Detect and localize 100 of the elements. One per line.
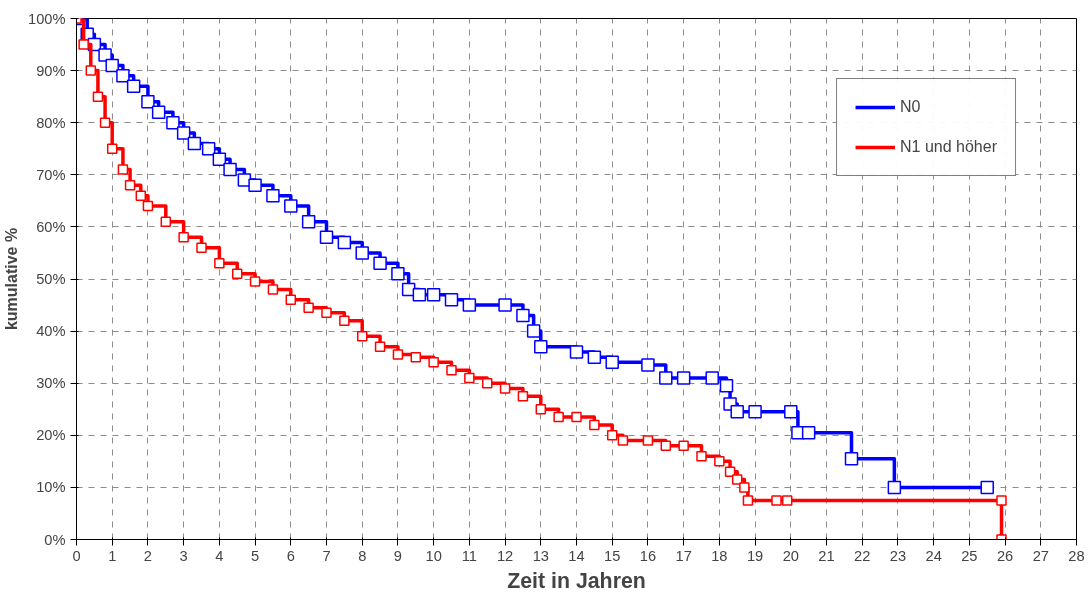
point (201, 142, 216, 156)
point (142, 200, 154, 212)
legend-label: N1 und höher (900, 138, 997, 156)
point (571, 411, 582, 423)
point (126, 79, 141, 93)
x-tick-label: 27 (1032, 547, 1049, 564)
point (337, 235, 352, 250)
x-tick-label: 4 (215, 547, 224, 564)
point (553, 411, 564, 423)
point (659, 371, 673, 385)
x-tick-label: 20 (782, 547, 799, 564)
point (784, 405, 798, 419)
x-tick-label: 5 (251, 547, 260, 564)
point (212, 152, 227, 166)
point (135, 190, 147, 201)
point (105, 58, 119, 73)
x-tick-label: 15 (604, 547, 621, 564)
point (249, 276, 261, 287)
point (606, 430, 618, 441)
point (617, 435, 629, 446)
x-tick-label: 13 (532, 547, 549, 564)
point (166, 115, 180, 130)
point (231, 268, 243, 280)
point (373, 256, 387, 271)
point (696, 450, 707, 462)
point (730, 405, 744, 419)
y-tick-label: 40% (36, 323, 66, 340)
point (428, 357, 439, 368)
x-tick-label: 0 (72, 547, 81, 564)
x-tick-label: 9 (393, 547, 403, 564)
y-tick-label: 20% (36, 427, 66, 444)
x-tick-label: 10 (425, 547, 442, 564)
point (481, 377, 493, 389)
point (141, 95, 155, 109)
point (587, 350, 602, 364)
point (266, 188, 280, 203)
point (319, 230, 334, 245)
x-tick-label: 8 (358, 547, 367, 564)
point (85, 65, 97, 76)
point (176, 126, 191, 140)
point (187, 136, 202, 151)
point (98, 48, 112, 62)
x-axis-title: Zeit in Jahren (507, 568, 646, 593)
point (78, 39, 89, 50)
point (99, 117, 111, 128)
point (92, 91, 104, 102)
x-tick-label: 7 (322, 547, 331, 564)
point (356, 331, 368, 342)
y-axis-title: kumulative % (3, 227, 21, 331)
point (589, 419, 600, 431)
point (731, 474, 743, 485)
point (980, 480, 994, 495)
point (605, 355, 619, 370)
x-tick-label: 16 (639, 547, 657, 564)
point (569, 345, 584, 359)
point (660, 440, 672, 451)
x-tick-label: 14 (568, 547, 585, 564)
point (739, 482, 750, 493)
point (719, 379, 734, 393)
point (844, 451, 859, 466)
point (124, 179, 136, 191)
point (267, 284, 279, 295)
point (160, 216, 172, 227)
y-tick-label: 80% (36, 114, 66, 131)
point (412, 287, 427, 302)
point (887, 480, 902, 495)
point (534, 339, 548, 354)
point (117, 164, 129, 175)
point (284, 199, 298, 213)
x-tick-label: 28 (1068, 547, 1085, 564)
point (374, 341, 386, 352)
point (801, 425, 816, 440)
point (705, 371, 719, 385)
y-tick-label: 30% (36, 375, 66, 392)
point (462, 298, 477, 312)
point (517, 390, 529, 402)
point (676, 371, 691, 385)
point (446, 364, 457, 376)
point (116, 69, 130, 83)
x-tick-label: 19 (746, 547, 764, 564)
point (151, 105, 166, 120)
point (771, 495, 782, 506)
point (196, 242, 207, 253)
point (223, 162, 237, 177)
point (781, 495, 793, 506)
x-tick-label: 12 (496, 547, 514, 564)
x-tick-label: 1 (108, 547, 117, 564)
point (996, 495, 1007, 506)
point (178, 232, 189, 243)
point (678, 440, 689, 451)
point (392, 349, 404, 360)
y-tick-label: 100% (28, 10, 66, 27)
point (303, 302, 314, 313)
y-tick-label: 0% (44, 531, 66, 548)
y-tick-label: 70% (36, 166, 66, 183)
point (464, 372, 475, 384)
point (339, 315, 350, 326)
point (410, 351, 422, 363)
x-tick-label: 22 (854, 547, 871, 564)
point (321, 307, 332, 319)
